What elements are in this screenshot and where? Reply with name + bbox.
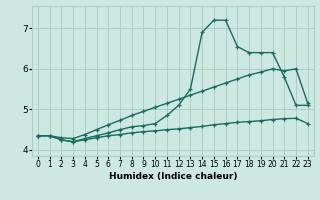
X-axis label: Humidex (Indice chaleur): Humidex (Indice chaleur) xyxy=(108,172,237,181)
